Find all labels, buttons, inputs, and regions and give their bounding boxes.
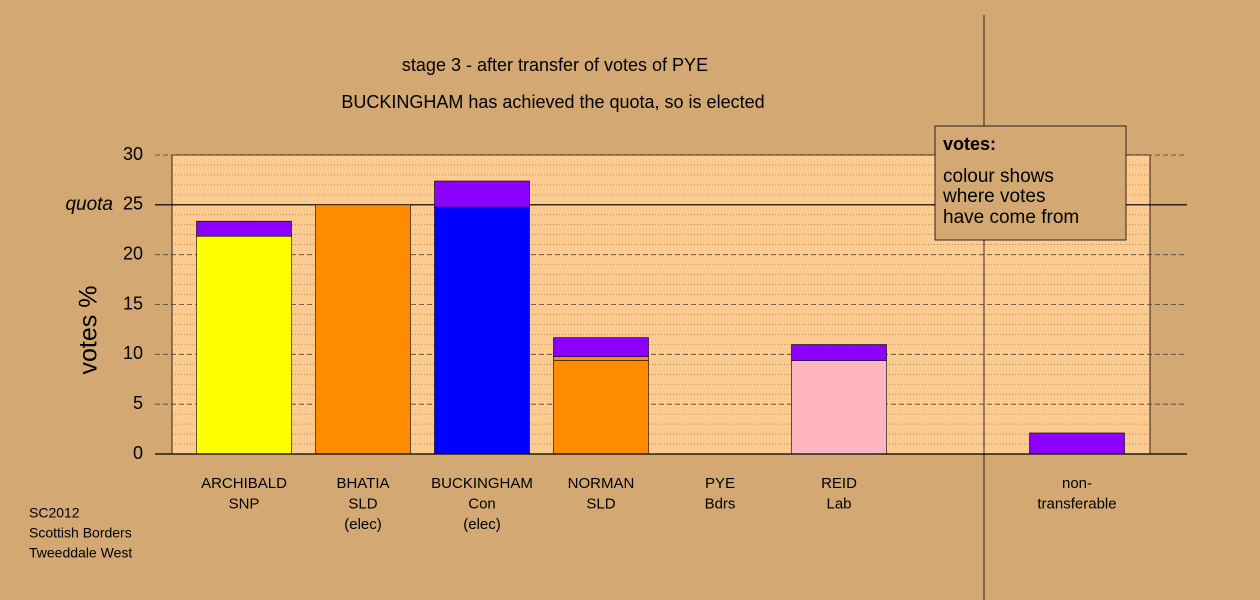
- bar-segment: [1029, 432, 1125, 455]
- legend-line: have come from: [943, 207, 1079, 228]
- x-tick-label: BHATIA: [336, 475, 389, 492]
- x-tick-label: (elec): [463, 516, 501, 533]
- bar-segment: [315, 204, 411, 455]
- legend-box: [934, 125, 1127, 241]
- x-tick-label: (elec): [344, 516, 382, 533]
- bar-segment: [196, 220, 292, 237]
- x-tick-label: PYE: [705, 475, 735, 492]
- marks: 0 5 10 15 20 25 30 quota ARCHIBALD SNP BHATIA SLD (e…: [65, 144, 1187, 533]
- legend-line: where votes: [942, 186, 1045, 207]
- footnote: SC2012: [29, 505, 80, 521]
- x-tick-label: ARCHIBALD: [201, 475, 287, 492]
- y-axis-label: votes %: [75, 286, 103, 375]
- bar-segment: [434, 206, 530, 455]
- x-tick-label: NORMAN: [568, 475, 635, 492]
- bar-segment: [196, 235, 292, 455]
- bar-segment: [553, 337, 649, 357]
- y-tick-label: 15: [123, 293, 143, 313]
- bar-segment: [553, 360, 649, 455]
- x-tick-label: Bdrs: [705, 495, 736, 512]
- legend-title: votes:: [943, 134, 996, 154]
- y-tick-label: 5: [133, 393, 143, 413]
- quota-label: quota: [65, 194, 113, 215]
- bar-segment: [434, 180, 530, 208]
- x-tick-label: SLD: [586, 495, 615, 512]
- x-tick-label: Con: [468, 495, 496, 512]
- x-tick-label: SLD: [348, 495, 377, 512]
- y-tick-label: 0: [133, 443, 143, 463]
- x-tick-label: non-: [1062, 475, 1092, 492]
- y-tick-label: 10: [123, 343, 143, 363]
- x-tick-label: BUCKINGHAM: [431, 475, 533, 492]
- x-tick-label: transferable: [1037, 495, 1116, 512]
- bar-segment: [791, 344, 887, 361]
- y-tick-label: 30: [123, 144, 143, 164]
- y-tick-label: 20: [123, 243, 143, 263]
- x-tick-label: SNP: [229, 495, 260, 512]
- chart-title: stage 3 - after transfer of votes of PYE: [402, 55, 708, 75]
- footnote: Tweeddale West: [29, 545, 132, 561]
- chart-subtitle: BUCKINGHAM has achieved the quota, so is…: [341, 92, 764, 112]
- x-tick-label: REID: [821, 475, 857, 492]
- footnote: Scottish Borders: [29, 525, 132, 541]
- y-tick-label: 25: [123, 194, 143, 214]
- legend-line: colour shows: [943, 166, 1054, 187]
- bar-segment: [791, 360, 887, 455]
- bar-segment: [553, 356, 649, 361]
- x-tick-label: Lab: [826, 495, 851, 512]
